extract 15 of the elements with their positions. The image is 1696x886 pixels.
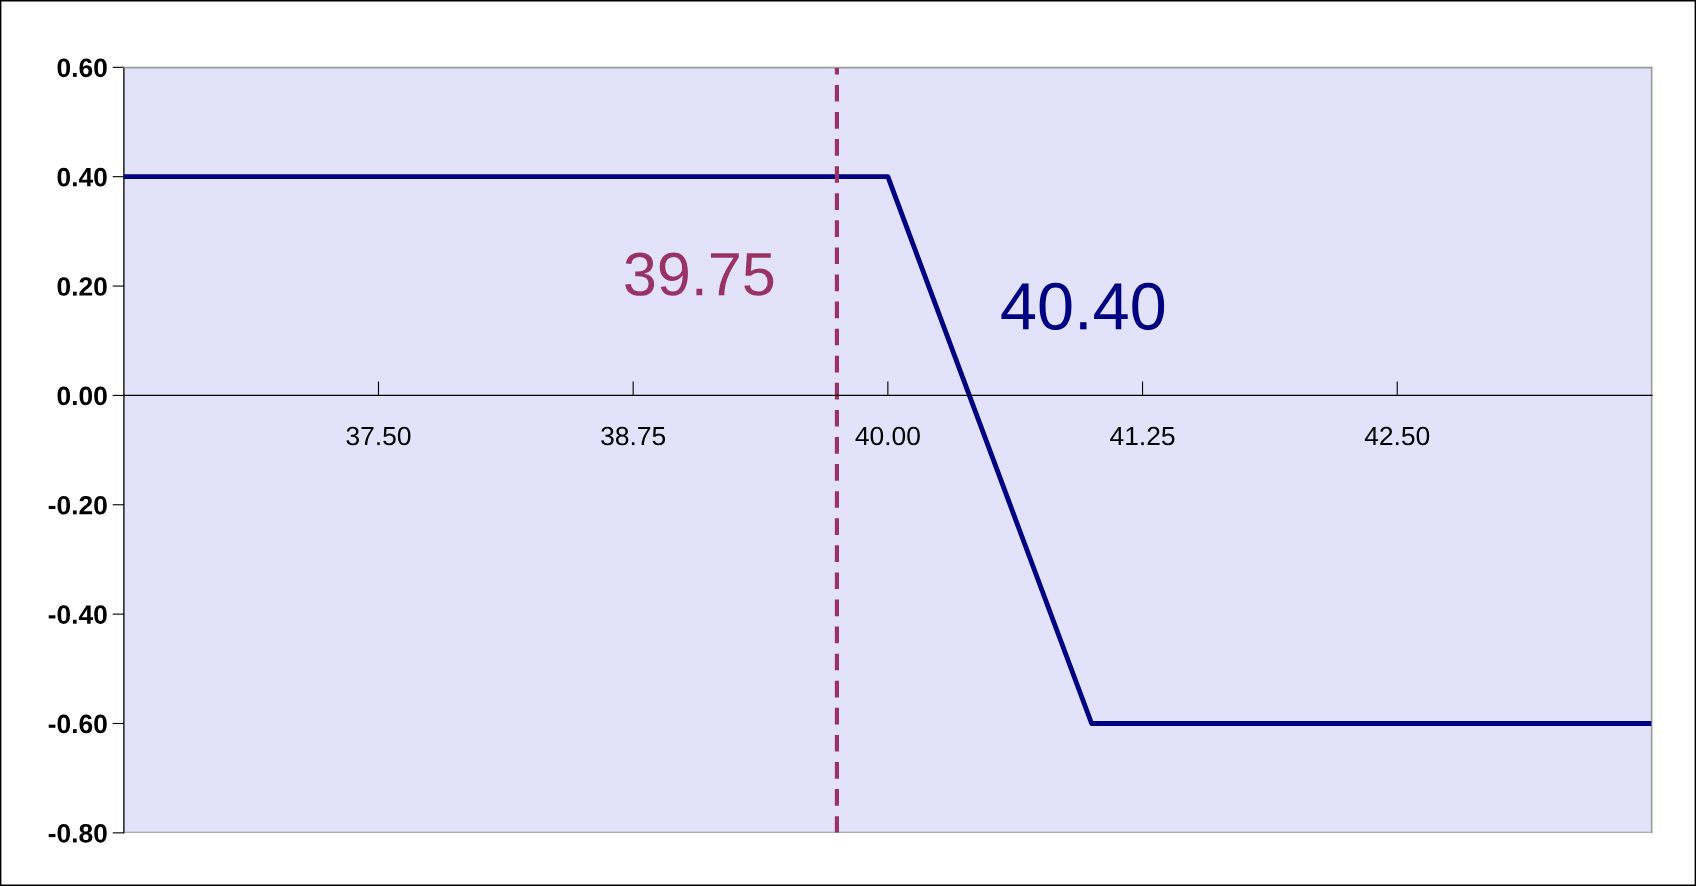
x-tick-label: 40.00 [855, 426, 920, 446]
y-tick-label: -0.40 [48, 605, 107, 624]
y-tick-label: 0.00 [57, 386, 107, 406]
x-tick-label: 41.25 [1110, 426, 1175, 446]
y-tick-label: 0.60 [57, 58, 107, 78]
x-tick-label: 38.75 [601, 426, 666, 446]
y-tick-label: -0.60 [48, 714, 107, 734]
y-tick-label: 0.40 [57, 167, 107, 187]
x-tick-label: 37.50 [346, 426, 411, 446]
y-tick-label: -0.80 [48, 823, 107, 843]
y-tick-label: 0.20 [57, 277, 107, 296]
y-tick-label: -0.20 [48, 495, 107, 515]
annotation: 40.40 [1001, 282, 1165, 330]
x-tick-label: 42.50 [1364, 426, 1430, 446]
ref-line-label: 39.75 [625, 252, 774, 296]
